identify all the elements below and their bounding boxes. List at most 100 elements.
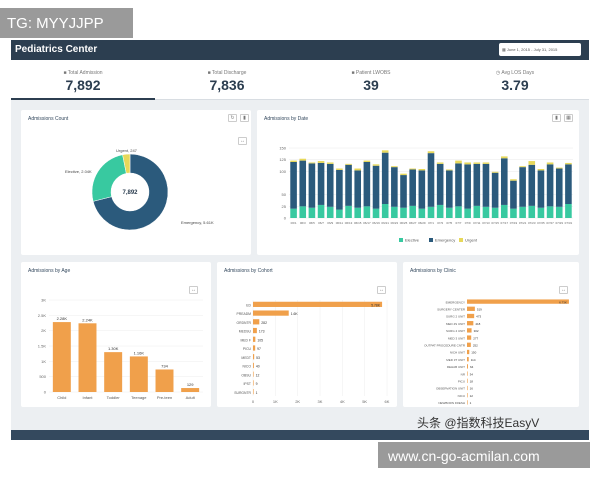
x-tick-label: 5K	[362, 399, 367, 404]
bar-value-label: 114	[471, 358, 476, 362]
bar-emergency	[409, 169, 416, 206]
bar-chart-icon[interactable]: ▮	[240, 114, 249, 122]
x-tick-label: 2K	[295, 399, 300, 404]
bar	[253, 354, 255, 360]
x-tick-label: 06/5	[309, 221, 315, 225]
kpi-avg-los-days[interactable]: ◷ Avg LOS Days 3.79	[443, 60, 587, 100]
kpi-total-discharge[interactable]: ■ Total Discharge 7,836	[155, 60, 299, 100]
bar-value-label: 173	[259, 330, 265, 334]
y-tick-label: 25	[282, 204, 287, 209]
x-tick-label: 07/1	[428, 221, 434, 225]
kpi-total-admission[interactable]: ■ Total Admission 7,892	[11, 60, 155, 100]
bar-elective	[418, 208, 426, 218]
bar-value-label: 418	[475, 322, 480, 326]
bar	[467, 328, 472, 333]
bar-value-label: 2.28K	[57, 316, 68, 321]
bar	[253, 327, 257, 334]
bar-urgent	[354, 168, 362, 171]
kpi-label: Avg LOS Days	[501, 70, 535, 76]
bar-emergency	[290, 162, 297, 209]
bar-urgent	[510, 179, 517, 181]
date-range-picker[interactable]: ▦ June 1, 2015 - July 31, 2015	[499, 43, 581, 56]
bar-urgent	[409, 168, 416, 170]
category-label: OBSU	[241, 373, 251, 377]
x-tick-label: 07/7	[456, 221, 462, 225]
bar	[467, 357, 469, 362]
bar-urgent	[400, 173, 407, 176]
x-tick-label: 06/13	[345, 221, 353, 225]
category-label: PREADM	[236, 312, 251, 316]
bar-urgent	[537, 169, 545, 171]
bar-urgent	[290, 160, 297, 162]
bar-value-label: 34	[470, 372, 474, 376]
category-label: NICU	[458, 394, 465, 398]
expand-icon[interactable]: ↔	[189, 286, 198, 294]
bar-emergency	[381, 152, 389, 204]
kpi-patient-lwobs[interactable]: ■ Patient LWOBS 39	[299, 60, 443, 100]
x-tick-label: 07/13	[482, 221, 490, 225]
bar-urgent	[299, 158, 307, 161]
bar-elective	[363, 206, 371, 218]
category-label: IPST	[243, 382, 251, 386]
bar-emergency	[354, 170, 362, 208]
bar	[467, 378, 468, 383]
bar-elective	[345, 205, 352, 218]
bar-value-label: 150	[471, 351, 476, 355]
bar-value-label: 129	[187, 382, 194, 387]
x-tick-label: 07/9	[465, 221, 471, 225]
calendar-icon: ▦	[502, 47, 507, 52]
kpi-label: Patient LWOBS	[355, 70, 391, 76]
x-tick-label: 07/31	[565, 221, 573, 225]
bar	[467, 393, 468, 398]
donut-slice-emergency	[92, 153, 169, 231]
bar-value-label: 6.73K	[559, 300, 567, 304]
page-title: Pediatrics Center	[15, 44, 98, 55]
tg-watermark-label: TG: MYYJJPP	[0, 8, 133, 38]
bar	[467, 313, 475, 319]
bar-elective	[381, 204, 389, 218]
x-tick-label: 06/11	[336, 221, 344, 225]
bar-elective	[482, 206, 490, 218]
bar-value-label: 277	[473, 336, 478, 340]
y-tick-label: 100	[279, 169, 286, 174]
bar-elective	[391, 206, 398, 218]
bar-value-label: 282	[261, 321, 267, 325]
expand-icon[interactable]: ↔	[377, 286, 386, 294]
cohort-hbar-chart: 0 1K 2K 3K 4K 5K 6K ED 5.78K PREADM 1.6K ORDNTR 282 M…	[234, 300, 390, 404]
bar-emergency	[464, 164, 471, 209]
bar-value-label: 252	[473, 343, 478, 347]
clock-icon: ◷	[495, 70, 502, 76]
url-watermark-label: www.cn-go-acmilan.com	[378, 442, 590, 468]
x-tick-label: 06/19	[372, 221, 380, 225]
admission-icon: ■	[63, 70, 68, 76]
bar-emergency	[436, 163, 444, 205]
legend-swatch	[399, 238, 403, 242]
discharge-icon: ■	[207, 70, 212, 76]
bar-chart-icon[interactable]: ▮	[552, 114, 561, 122]
bar	[253, 319, 260, 325]
top-bar: Pediatrics Center ▦ June 1, 2015 - July …	[11, 40, 589, 60]
category-label: NICH UNIT	[450, 351, 465, 355]
bar-elective	[455, 206, 462, 218]
bar	[253, 336, 256, 342]
table-icon[interactable]: ▦	[564, 114, 573, 122]
kpi-value: 7,892	[65, 77, 101, 93]
refresh-icon[interactable]: ↻	[228, 114, 237, 122]
bar-value-label: 1.16K	[134, 350, 145, 355]
bar-emergency	[537, 170, 545, 208]
bar	[253, 371, 254, 377]
bar-emergency	[363, 162, 371, 207]
expand-icon[interactable]: ↔	[238, 137, 247, 145]
expand-icon[interactable]: ↔	[559, 286, 568, 294]
bar-urgent	[345, 163, 352, 165]
bar-emergency	[546, 164, 554, 207]
x-tick-label: 06/7	[318, 221, 324, 225]
category-label: NR	[461, 372, 466, 376]
x-tick-label: 06/1	[291, 221, 297, 225]
clinic-hbar-chart: EMERGENCY 6.73K SURGERY CENTER 519 SURG 2 UN…	[424, 299, 569, 405]
bar-elective	[299, 206, 307, 218]
bar	[52, 322, 71, 392]
y-tick-label: 1K	[41, 359, 46, 364]
date-range-value: June 1, 2015 - July 31, 2015	[506, 47, 558, 52]
category-label: MEDSU	[239, 330, 252, 334]
